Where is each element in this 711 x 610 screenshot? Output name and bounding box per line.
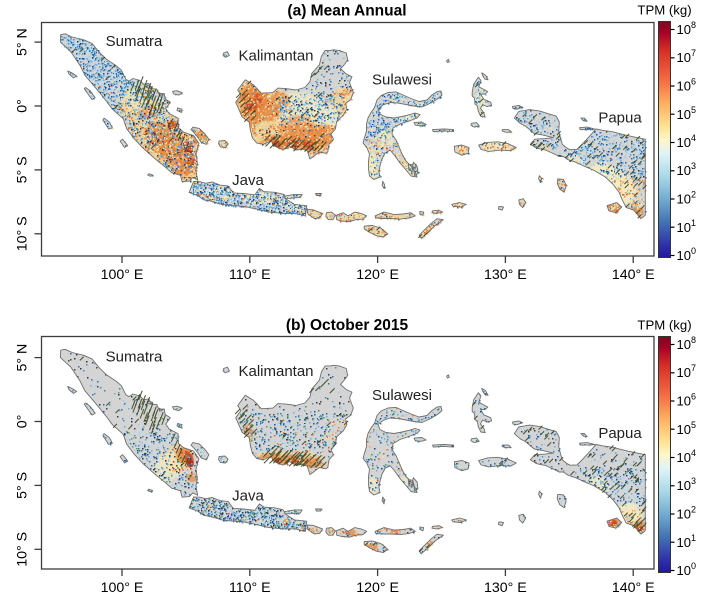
svg-text:5° N: 5° N [15,28,31,56]
svg-text:Sulawesi: Sulawesi [372,72,432,89]
svg-text:130° E: 130° E [484,580,527,596]
svg-text:140° E: 140° E [612,580,655,596]
svg-text:Java: Java [232,488,264,505]
svg-text:5° S: 5° S [15,156,31,183]
svg-text:Kalimantan: Kalimantan [238,48,313,65]
svg-text:Sulawesi: Sulawesi [372,387,432,404]
svg-text:Papua: Papua [598,425,642,442]
svg-text:100° E: 100° E [101,267,144,283]
svg-text:Sumatra: Sumatra [106,349,163,366]
svg-text:10° S: 10° S [15,216,31,251]
svg-text:10° S: 10° S [15,532,31,567]
svg-text:140° E: 140° E [612,267,655,283]
svg-text:(b) October 2015: (b) October 2015 [286,317,409,334]
svg-text:TPM (kg): TPM (kg) [637,3,691,18]
svg-text:5° S: 5° S [15,472,31,499]
svg-text:TPM (kg): TPM (kg) [637,318,691,333]
svg-text:5° N: 5° N [15,344,31,372]
svg-text:120° E: 120° E [356,580,399,596]
svg-text:Java: Java [232,172,264,189]
svg-text:0°: 0° [15,415,31,429]
svg-text:Kalimantan: Kalimantan [238,363,313,380]
svg-text:(a) Mean Annual: (a) Mean Annual [287,3,406,20]
svg-text:Papua: Papua [598,110,642,127]
svg-text:100° E: 100° E [101,580,144,596]
svg-text:120° E: 120° E [356,267,399,283]
svg-text:110° E: 110° E [229,580,271,596]
svg-text:110° E: 110° E [229,267,271,283]
svg-text:0°: 0° [15,99,31,113]
svg-text:130° E: 130° E [484,267,527,283]
svg-text:Sumatra: Sumatra [106,33,163,50]
